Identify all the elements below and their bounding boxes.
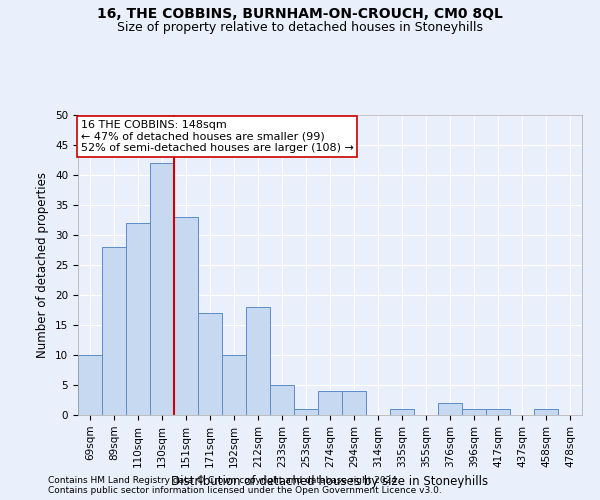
Bar bbox=[534, 409, 558, 415]
Bar bbox=[486, 409, 510, 415]
Bar bbox=[222, 355, 246, 415]
Bar bbox=[198, 313, 222, 415]
Bar bbox=[342, 391, 366, 415]
Text: Contains HM Land Registry data © Crown copyright and database right 2024.: Contains HM Land Registry data © Crown c… bbox=[48, 476, 400, 485]
Text: 16, THE COBBINS, BURNHAM-ON-CROUCH, CM0 8QL: 16, THE COBBINS, BURNHAM-ON-CROUCH, CM0 … bbox=[97, 8, 503, 22]
Bar bbox=[390, 409, 414, 415]
Bar bbox=[126, 223, 150, 415]
Bar bbox=[438, 403, 462, 415]
Text: Contains public sector information licensed under the Open Government Licence v3: Contains public sector information licen… bbox=[48, 486, 442, 495]
Bar bbox=[318, 391, 342, 415]
Bar bbox=[174, 217, 198, 415]
Bar bbox=[150, 163, 174, 415]
Text: 16 THE COBBINS: 148sqm
← 47% of detached houses are smaller (99)
52% of semi-det: 16 THE COBBINS: 148sqm ← 47% of detached… bbox=[80, 120, 353, 152]
Text: Size of property relative to detached houses in Stoneyhills: Size of property relative to detached ho… bbox=[117, 21, 483, 34]
Y-axis label: Number of detached properties: Number of detached properties bbox=[37, 172, 49, 358]
Bar bbox=[270, 385, 294, 415]
Bar bbox=[102, 247, 126, 415]
Bar bbox=[246, 307, 270, 415]
Bar bbox=[78, 355, 102, 415]
Bar bbox=[462, 409, 486, 415]
X-axis label: Distribution of detached houses by size in Stoneyhills: Distribution of detached houses by size … bbox=[172, 475, 488, 488]
Bar bbox=[294, 409, 318, 415]
